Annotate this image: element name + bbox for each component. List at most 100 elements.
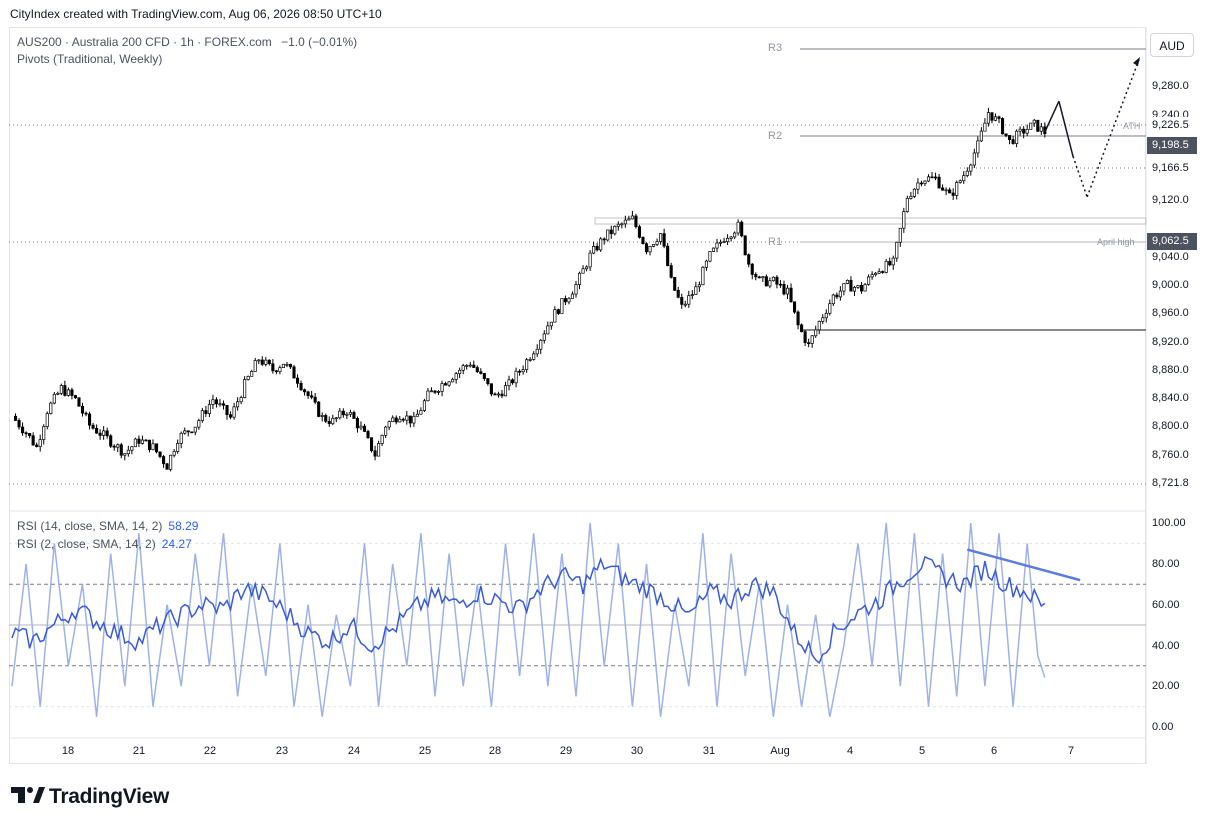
candle-body — [317, 401, 321, 417]
candle-body — [197, 420, 201, 428]
candle-body — [800, 324, 804, 332]
candle-body — [726, 238, 730, 242]
candle-body — [637, 226, 642, 238]
candle-body — [694, 286, 698, 295]
price-tag: 9,198.5 — [1147, 137, 1197, 154]
candle-body — [468, 364, 472, 367]
candle-body — [503, 385, 508, 397]
rsi2-legend[interactable]: RSI (2, close, SMA, 14, 2) 24.27 — [17, 537, 192, 551]
candle-body — [278, 367, 282, 373]
candle-body — [553, 309, 557, 323]
candle-body — [426, 390, 430, 402]
rsi-tick: 60.00 — [1152, 599, 1180, 611]
candle-body — [91, 424, 95, 429]
candle-body — [518, 370, 522, 373]
candle-body — [267, 359, 271, 365]
candle-body — [52, 393, 56, 404]
candle-body — [986, 112, 990, 124]
candle-body — [419, 410, 423, 415]
candle-body — [320, 415, 324, 417]
candle-body — [236, 401, 240, 408]
candle-body — [472, 364, 476, 368]
tradingview-logo-icon — [11, 785, 45, 809]
candle-body — [84, 412, 88, 415]
time-tick: 31 — [702, 745, 716, 757]
candle-body — [874, 272, 878, 276]
candle-body — [102, 430, 106, 436]
candle-body — [863, 284, 867, 292]
candle-body — [433, 390, 437, 393]
time-tick: 18 — [61, 745, 75, 757]
candle-body — [764, 276, 768, 287]
candle-body — [722, 241, 726, 243]
candle-body — [740, 221, 744, 237]
candle-body — [486, 378, 490, 385]
candle-body — [243, 379, 247, 398]
candle-body — [711, 247, 716, 252]
candle-body — [271, 363, 275, 372]
candle-body — [218, 403, 222, 406]
candle-body — [588, 252, 592, 268]
candle-body — [204, 410, 208, 414]
candle-body — [436, 391, 441, 393]
rsi-divergence-trendline — [966, 548, 1081, 582]
candle-body — [373, 450, 377, 457]
candle-body — [585, 266, 589, 270]
candle-body — [958, 180, 962, 183]
candle-body — [761, 276, 765, 279]
candle-body — [246, 375, 250, 380]
candle-body — [274, 370, 278, 373]
rsi14-value: 58.29 — [168, 519, 199, 533]
candle-body — [496, 393, 501, 396]
candle-body — [623, 219, 627, 225]
candle-body — [429, 390, 434, 393]
pivots-legend[interactable]: Pivots (Traditional, Weekly) — [17, 52, 163, 66]
candle-body — [581, 268, 585, 274]
candle-body — [620, 223, 624, 226]
candle-body — [250, 371, 254, 377]
candle-body — [870, 274, 874, 278]
price-tick: 8,840.0 — [1152, 392, 1189, 404]
currency-button[interactable]: AUD — [1150, 33, 1194, 57]
candle-body — [983, 122, 987, 132]
rsi14-legend[interactable]: RSI (14, close, SMA, 14, 2) 58.29 — [17, 519, 198, 533]
candle-body — [577, 272, 582, 285]
candle-body — [754, 274, 758, 278]
candle-body — [1018, 128, 1022, 132]
candle-body — [461, 365, 465, 371]
candle-body — [687, 295, 691, 305]
symbol-legend[interactable]: AUS200 · Australia 200 CFD · 1h · FOREX.… — [17, 35, 357, 49]
candle-body — [655, 241, 659, 245]
projection-segment — [1072, 156, 1088, 198]
tradingview-logo-text: TradingView — [49, 785, 170, 808]
candle-body — [56, 392, 60, 395]
candle-body — [849, 279, 853, 292]
candle-body — [567, 298, 571, 303]
candle-body — [334, 417, 338, 420]
candle-body — [563, 298, 567, 303]
time-tick: 6 — [990, 745, 998, 757]
candle-body — [969, 164, 973, 172]
candle-body — [38, 439, 42, 447]
candle-body — [676, 289, 680, 298]
candle-body — [345, 413, 349, 416]
tradingview-logo: TradingView — [11, 785, 169, 809]
candle-body — [542, 333, 546, 341]
candle-body — [955, 182, 959, 196]
time-tick: 28 — [488, 745, 502, 757]
candle-body — [109, 435, 113, 447]
candle-body — [912, 188, 916, 197]
candle-body — [697, 284, 701, 288]
candle-body — [17, 420, 21, 428]
candle-body — [923, 180, 927, 184]
candle-body — [835, 294, 839, 298]
candle-body — [13, 415, 18, 421]
candle-body — [200, 410, 204, 421]
candle-body — [941, 187, 945, 191]
candle-body — [1008, 135, 1012, 140]
candle-body — [165, 463, 169, 470]
candle-body — [810, 335, 814, 344]
candle-body — [306, 391, 310, 397]
candle-body — [493, 393, 497, 396]
